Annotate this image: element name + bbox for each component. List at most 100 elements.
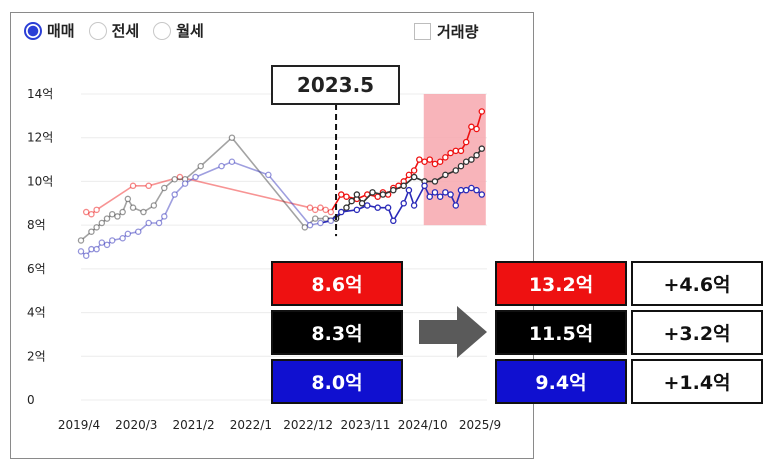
data-point: [375, 205, 380, 210]
data-point: [417, 157, 422, 162]
data-point: [469, 124, 474, 129]
data-point: [323, 207, 328, 212]
data-point: [313, 216, 318, 221]
data-point: [474, 153, 479, 158]
data-point: [469, 157, 474, 162]
data-point: [479, 146, 484, 151]
data-point: [162, 214, 167, 219]
data-point: [432, 179, 437, 184]
data-point: [391, 188, 396, 193]
data-point: [448, 150, 453, 155]
data-point: [193, 174, 198, 179]
data-point: [339, 209, 344, 214]
data-point: [438, 159, 443, 164]
data-point: [266, 172, 271, 177]
data-point: [172, 177, 177, 182]
y-tick-label: 8억: [27, 218, 46, 232]
data-point: [464, 188, 469, 193]
data-point: [130, 205, 135, 210]
data-point: [406, 172, 411, 177]
change-value-low: +1.4억: [631, 359, 763, 404]
data-point: [422, 183, 427, 188]
data-point: [464, 139, 469, 144]
data-point: [104, 216, 109, 221]
data-point: [307, 223, 312, 228]
data-point: [443, 190, 448, 195]
x-tick-label: 2022/1: [230, 418, 272, 432]
data-point: [84, 253, 89, 258]
data-point: [125, 196, 130, 201]
data-point: [401, 183, 406, 188]
data-point: [349, 199, 354, 204]
data-point: [375, 194, 380, 199]
y-tick-label: 0: [27, 393, 35, 407]
data-point: [453, 168, 458, 173]
series-line-past: [81, 162, 331, 256]
marker-date-label: 2023.5: [271, 65, 400, 105]
data-point: [78, 238, 83, 243]
data-point: [380, 192, 385, 197]
data-point: [146, 183, 151, 188]
data-point: [229, 159, 234, 164]
data-point: [104, 242, 109, 247]
data-point: [453, 203, 458, 208]
data-point: [354, 192, 359, 197]
data-point: [99, 220, 104, 225]
data-point: [136, 229, 141, 234]
x-tick-label: 2024/10: [398, 418, 448, 432]
x-tick-label: 2023/11: [340, 418, 390, 432]
right-arrow-icon: [419, 306, 491, 358]
data-point: [146, 220, 151, 225]
data-point: [386, 205, 391, 210]
data-point: [370, 190, 375, 195]
data-point: [99, 240, 104, 245]
data-point: [453, 148, 458, 153]
after-value-mid: 11.5억: [495, 310, 627, 355]
data-point: [120, 209, 125, 214]
after-value-low: 9.4억: [495, 359, 627, 404]
data-point: [344, 194, 349, 199]
data-point: [406, 188, 411, 193]
data-point: [328, 218, 333, 223]
data-point: [412, 168, 417, 173]
data-point: [391, 218, 396, 223]
data-point: [344, 205, 349, 210]
data-point: [474, 126, 479, 131]
data-point: [479, 192, 484, 197]
data-point: [412, 203, 417, 208]
data-point: [479, 109, 484, 114]
after-value-sale: 13.2억: [495, 261, 627, 306]
data-point: [427, 194, 432, 199]
data-point: [156, 220, 161, 225]
before-value-sale: 8.6억: [271, 261, 403, 306]
data-point: [183, 181, 188, 186]
data-point: [162, 185, 167, 190]
data-point: [458, 148, 463, 153]
data-point: [438, 194, 443, 199]
x-tick-label: 2022/12: [283, 418, 333, 432]
data-point: [302, 225, 307, 230]
data-point: [94, 247, 99, 252]
y-tick-label: 14억: [27, 87, 53, 101]
x-tick-label: 2025/9: [459, 418, 501, 432]
data-point: [172, 192, 177, 197]
x-tick-label: 2021/2: [172, 418, 214, 432]
data-point: [458, 164, 463, 169]
data-point: [94, 207, 99, 212]
data-point: [412, 174, 417, 179]
series-line-past: [86, 177, 331, 214]
data-point: [339, 192, 344, 197]
data-point: [125, 231, 130, 236]
data-point: [318, 205, 323, 210]
data-point: [432, 190, 437, 195]
data-point: [458, 188, 463, 193]
data-point: [115, 214, 120, 219]
data-point: [110, 212, 115, 217]
data-point: [151, 203, 156, 208]
data-point: [84, 209, 89, 214]
data-point: [401, 201, 406, 206]
data-point: [464, 159, 469, 164]
data-point: [94, 225, 99, 230]
data-point: [219, 164, 224, 169]
y-tick-label: 12억: [27, 131, 53, 145]
